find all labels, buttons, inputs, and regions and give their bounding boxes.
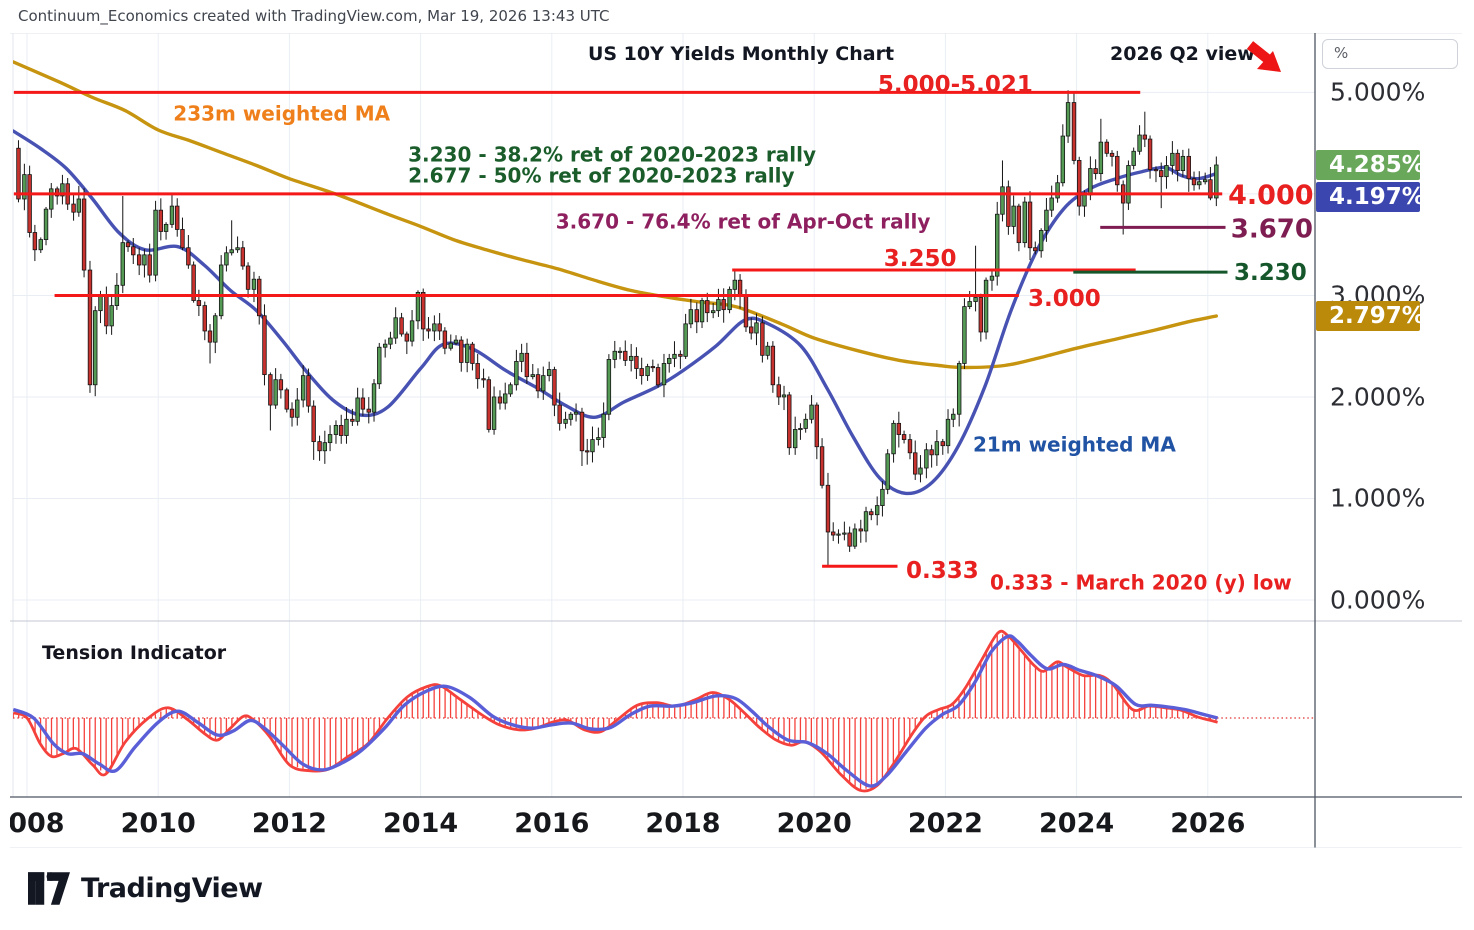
chart-canvas[interactable] [10,33,1462,848]
time-tick-2024: 2024 [1039,808,1115,839]
pane-borders [10,33,1462,848]
chart-widget: US 10Y Yields Monthly Chart 2026 Q2 view… [10,33,1462,848]
down-right-arrow-icon [1243,38,1287,78]
time-tick-2008: 2008 [10,808,65,839]
tradingview-logo-text: TradingView [81,873,263,904]
chart-title: US 10Y Yields Monthly Chart [587,43,895,65]
moving-averages [13,60,1218,496]
ma-line [13,129,1218,496]
note-march-2020-low: 0.333 - March 2020 (y) low [990,570,1292,595]
price-badge-last-close: 4.285% [1316,149,1425,180]
price-tick-5.000%: 5.000% [1330,77,1426,107]
time-tick-2016: 2016 [514,808,590,839]
candles [16,90,1219,567]
label-3000: 3.000 [1028,285,1101,312]
time-tick-2026: 2026 [1170,808,1246,839]
price-axis-unit-box[interactable]: % [1322,39,1458,69]
price-tick-0.000%: 0.000% [1330,585,1426,615]
time-tick-2012: 2012 [251,808,327,839]
tension-blue-line [13,634,1219,788]
tension-red-line [13,629,1218,793]
time-tick-2020: 2020 [776,808,852,839]
ma-line [13,60,1218,370]
label-3670: 3.670 [1230,214,1313,245]
label-4000: 4.000 [1228,179,1314,211]
tension-indicator [13,629,1315,793]
label-3230: 3.230 [1234,260,1307,287]
tradingview-logo-icon [28,872,70,905]
note-ret-50: 2.677 - 50% ret of 2020-2023 rally [408,163,795,188]
time-tick-2018: 2018 [645,808,721,839]
time-tick-2010: 2010 [120,808,196,839]
view-label: 2026 Q2 view [1110,43,1255,65]
tension-indicator-label: Tension Indicator [42,642,227,664]
time-tick-2014: 2014 [383,808,459,839]
label-0333: 0.333 [906,557,979,584]
time-tick-2022: 2022 [907,808,983,839]
price-tick-2.000%: 2.000% [1330,382,1426,412]
tradingview-logo[interactable]: TradingView [28,872,263,905]
attribution-text: Continuum_Economics created with Trading… [18,7,610,25]
price-badge-21m-weighted-ma: 4.197% [1316,181,1425,212]
note-233m-ma: 233m weighted MA [173,101,391,126]
note-ret-764: 3.670 - 76.4% ret of Apr-Oct rally [555,209,931,234]
label-5000-5021: 5.000-5.021 [877,71,1033,98]
price-levels [13,90,1228,568]
price-tick-1.000%: 1.000% [1330,483,1426,513]
label-3250: 3.250 [883,245,957,272]
note-ret-382: 3.230 - 38.2% ret of 2020-2023 rally [408,142,817,167]
price-axis-unit-label: % [1334,44,1349,62]
price-badge-233m-weighted-ma: 2.797% [1316,301,1425,332]
note-21m-ma: 21m weighted MA [972,432,1176,457]
